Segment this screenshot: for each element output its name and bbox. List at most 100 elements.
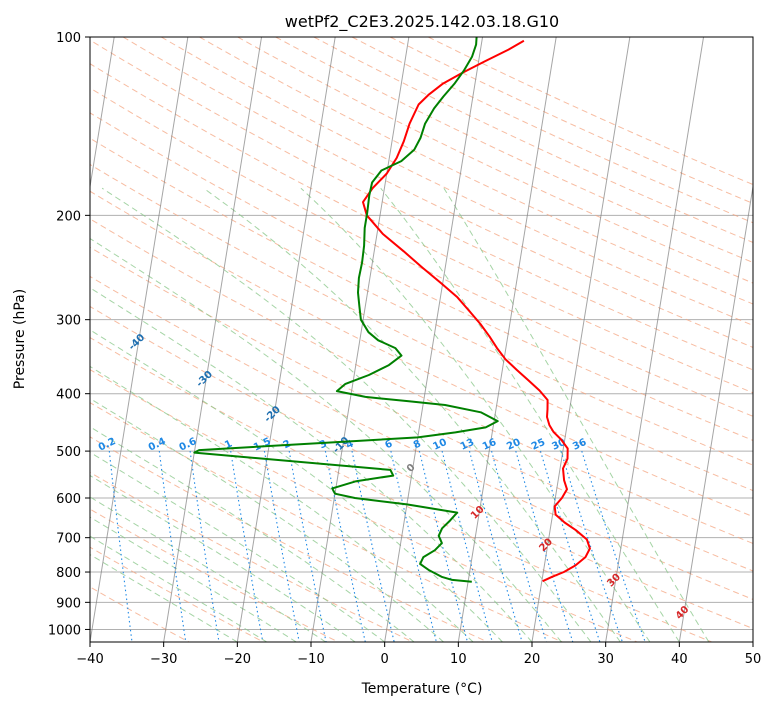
x-tick-label: 0 bbox=[381, 652, 389, 667]
y-tick-label: 300 bbox=[56, 314, 81, 329]
skewed-isotherm bbox=[457, 37, 557, 642]
pressure-gridlines bbox=[90, 37, 753, 630]
dry-adiabat bbox=[90, 63, 753, 394]
mixing-ratio-label: 36 bbox=[571, 437, 588, 453]
dry-adiabat bbox=[275, 37, 753, 264]
skewed-isotherm bbox=[531, 37, 631, 642]
y-tick-label: 400 bbox=[56, 388, 81, 403]
y-tick-label: 900 bbox=[56, 596, 81, 611]
skewed-isotherm bbox=[90, 37, 189, 642]
mixing-ratio-line bbox=[581, 450, 646, 642]
dry-adiabat bbox=[90, 39, 753, 371]
moist-adiabat bbox=[90, 535, 268, 642]
mixing-ratio-line bbox=[288, 451, 327, 642]
skewed-isotherms bbox=[90, 37, 753, 642]
moist-adiabat bbox=[90, 516, 297, 642]
y-axis-label: Pressure (hPa) bbox=[12, 289, 28, 389]
y-axis: 100 200 300 400 500 600 700 800 900 1000 bbox=[48, 31, 90, 638]
mixing-ratio-label: 10 bbox=[431, 437, 448, 453]
mixing-ratio-label: 6 bbox=[383, 438, 394, 451]
dry-adiabats bbox=[90, 37, 753, 642]
y-tick-label: 100 bbox=[56, 31, 81, 46]
x-tick-label: 20 bbox=[524, 652, 541, 667]
mixing-ratio-label: 13 bbox=[459, 437, 476, 453]
mixing-ratio-line bbox=[539, 450, 601, 642]
mixing-ratio-label: 20 bbox=[505, 437, 522, 453]
moist-adiabat bbox=[90, 554, 238, 642]
x-tick-label: 50 bbox=[745, 652, 762, 667]
y-tick-label: 200 bbox=[56, 209, 81, 224]
skewed-isotherm bbox=[90, 37, 115, 190]
mixing-ratio-lines bbox=[108, 450, 646, 642]
y-tick-label: 600 bbox=[56, 492, 81, 507]
mixing-ratio-label: 16 bbox=[481, 437, 498, 453]
x-tick-label: −40 bbox=[76, 652, 103, 667]
mixing-ratio-line bbox=[108, 451, 133, 642]
dry-adiabat bbox=[122, 37, 753, 348]
x-axis: −40 −30 −20 −10 0 10 20 30 40 50 bbox=[76, 642, 761, 667]
x-axis-label: Temperature (°C) bbox=[361, 681, 483, 697]
moist-adiabats bbox=[90, 187, 710, 642]
mixing-ratio-line bbox=[230, 451, 264, 642]
y-tick-label: 500 bbox=[56, 445, 81, 460]
mixing-ratio-label: 1 bbox=[223, 438, 234, 451]
mixing-ratio-line bbox=[491, 450, 547, 642]
dewpoint-profile-line bbox=[193, 37, 499, 583]
x-tick-label: −30 bbox=[150, 652, 177, 667]
dry-adiabat bbox=[90, 137, 753, 466]
moist-adiabat bbox=[203, 187, 621, 642]
moist-adiabat bbox=[90, 237, 562, 642]
mixing-ratio-label: 25 bbox=[530, 437, 547, 453]
dry-adiabat bbox=[90, 305, 753, 630]
mixing-ratio-line bbox=[560, 450, 623, 642]
x-tick-label: −20 bbox=[224, 652, 251, 667]
mixing-ratio-line bbox=[441, 450, 493, 642]
y-tick-label: 1000 bbox=[48, 623, 81, 638]
x-tick-label: −10 bbox=[297, 652, 324, 667]
y-tick-label: 700 bbox=[56, 532, 81, 547]
chart-title: wetPf2_C2E3.2025.142.03.18.G10 bbox=[285, 12, 559, 32]
mixing-ratio-label: 8 bbox=[412, 438, 423, 451]
mixing-ratio-label: 4 bbox=[344, 438, 355, 451]
moist-adiabat bbox=[90, 496, 326, 642]
mixing-ratio-line bbox=[418, 450, 469, 642]
mixing-ratio-line bbox=[468, 450, 523, 642]
mixing-ratio-label: 3 bbox=[318, 438, 329, 451]
skewed-isotherm bbox=[384, 37, 484, 642]
skewed-isotherm bbox=[163, 37, 263, 642]
mixing-ratio-line bbox=[189, 451, 220, 642]
mixing-ratio-line bbox=[263, 451, 300, 642]
mixing-ratio-line bbox=[158, 451, 187, 642]
skewed-isotherm bbox=[605, 37, 705, 642]
dry-adiabat bbox=[90, 163, 753, 492]
sounding-profiles bbox=[193, 37, 591, 583]
temperature-profile-line bbox=[362, 39, 591, 583]
dry-adiabat bbox=[90, 246, 753, 572]
dry-adiabat bbox=[90, 508, 339, 642]
dry-adiabat bbox=[90, 275, 753, 600]
mixing-ratio-line bbox=[515, 450, 574, 642]
skewed-isotherm bbox=[310, 37, 410, 642]
dry-adiabat bbox=[90, 112, 753, 441]
dry-adiabat bbox=[90, 87, 753, 417]
dry-adiabat bbox=[313, 37, 753, 244]
plot-frame bbox=[89, 36, 754, 643]
dry-adiabat bbox=[199, 37, 753, 305]
dry-adiabat bbox=[90, 402, 563, 642]
moist-adiabat bbox=[90, 426, 415, 642]
dry-adiabat bbox=[90, 218, 753, 544]
x-tick-label: 30 bbox=[597, 652, 614, 667]
moist-adiabat bbox=[90, 451, 385, 642]
moist-adiabat bbox=[443, 187, 710, 642]
skewed-isotherm bbox=[678, 183, 753, 642]
plot-area: -100-90-80-70-60-50-40-30-20-10010203040… bbox=[90, 37, 753, 642]
mixing-ratio-line bbox=[324, 450, 366, 642]
mixing-ratio-line bbox=[351, 450, 395, 642]
moist-adiabat bbox=[90, 287, 533, 642]
moist-adiabat bbox=[300, 187, 651, 642]
x-tick-label: 10 bbox=[450, 652, 467, 667]
dry-adiabat bbox=[389, 37, 753, 204]
